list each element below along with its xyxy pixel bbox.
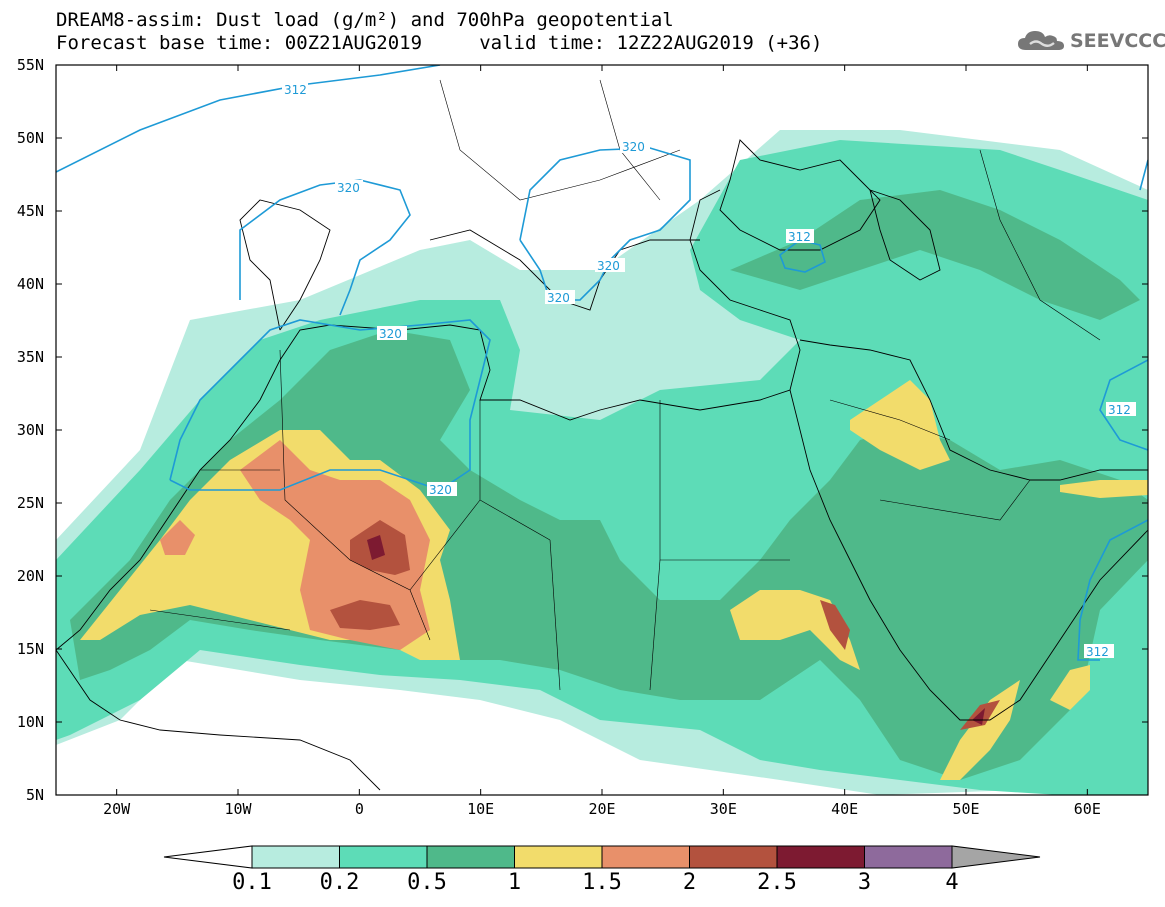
colorbar-box	[601, 845, 690, 869]
contour-label: 312	[284, 83, 307, 97]
colorbar-box	[864, 845, 953, 869]
latitude-tick-label: 35N	[16, 348, 44, 366]
contour-label: 320	[337, 181, 360, 195]
colorbar-box	[514, 845, 603, 869]
contour-label: 312	[1086, 645, 1109, 659]
longitude-tick-label: 10W	[224, 800, 252, 818]
longitude-tick-label: 20W	[103, 800, 131, 818]
colorbar-label: 2.5	[757, 870, 797, 895]
contour-label-boxes	[282, 82, 1136, 658]
colorbar-label: 0.1	[232, 870, 272, 895]
colorbar-box	[689, 845, 778, 869]
longitude-tick-label: 30E	[709, 800, 737, 818]
colorbar-label: 1	[507, 870, 522, 895]
latitude-tick-label: 50N	[16, 129, 44, 147]
longitude-tick-label: 20E	[588, 800, 616, 818]
dust-layer-1-arabiansea	[1050, 665, 1090, 710]
colorbar-box	[776, 845, 865, 869]
dust-field	[56, 130, 1148, 795]
latitude-tick-label: 55N	[16, 56, 44, 74]
forecast-times: Forecast base time: 00Z21AUG2019 valid t…	[56, 32, 823, 54]
latitude-tick-label: 25N	[16, 494, 44, 512]
latitude-tick-label: 5N	[25, 786, 44, 804]
dust-layer-05-north	[730, 190, 1140, 320]
chart-title: DREAM8-assim: Dust load (g/m²) and 700hP…	[56, 9, 674, 31]
dust-layer-1-yemen	[940, 680, 1020, 780]
seevccc-logo: SEEVCCC	[1016, 27, 1165, 55]
contour-label: 320	[547, 291, 570, 305]
contour-labels: 312 320 320 320 320 320 312 312 312 320	[284, 83, 1131, 659]
dust-layer-15	[240, 440, 430, 650]
logo-text: SEEVCCC	[1070, 30, 1165, 52]
colorbar-max-arrow	[951, 845, 1041, 869]
dust-layer-2-b	[330, 600, 400, 630]
coastlines	[56, 139, 1148, 791]
colorbar-box	[251, 845, 340, 869]
colorbar-label: 0.2	[319, 870, 360, 895]
contour-label: 312	[788, 230, 811, 244]
contour-label: 312	[1108, 403, 1131, 417]
colorbar-label: 3	[857, 870, 872, 895]
longitude-tick-label: 10E	[467, 800, 495, 818]
colorbar-box	[339, 845, 428, 869]
dust-layer-2-redsea	[820, 600, 850, 650]
dust-layer-15-west	[160, 520, 195, 555]
axis-ticks	[56, 64, 1148, 796]
colorbar-box	[426, 845, 515, 869]
latitude-tick-label: 20N	[16, 567, 44, 585]
dust-layer-1-iraq	[850, 380, 950, 470]
dust-layer-25-yemen	[972, 708, 985, 725]
cloud-icon	[1018, 31, 1064, 50]
colorbar-label: 2	[682, 870, 697, 895]
contour-label: 320	[379, 327, 402, 341]
longitude-tick-label: 50E	[952, 800, 980, 818]
latitude-tick-label: 10N	[16, 713, 44, 731]
country-borders	[149, 79, 1101, 691]
latitude-tick-label: 30N	[16, 421, 44, 439]
longitude-tick-label: 60E	[1073, 800, 1101, 818]
dust-layer-25	[367, 535, 385, 560]
contour-label: 320	[429, 483, 452, 497]
longitude-tick-label: 40E	[831, 800, 859, 818]
latitude-tick-label: 15N	[16, 640, 44, 658]
contour-label: 320	[622, 140, 645, 154]
latitude-tick-label: 45N	[16, 202, 44, 220]
latitude-tick-label: 40N	[16, 275, 44, 293]
colorbar-min-arrow	[163, 845, 253, 869]
colorbar-label: 1.5	[582, 870, 622, 895]
colorbar	[163, 845, 1041, 869]
contour-label: 320	[597, 259, 620, 273]
longitude-tick-label: 0	[354, 800, 364, 818]
dust-layer-1-gulf	[1060, 480, 1148, 498]
colorbar-label: 4	[945, 870, 959, 895]
colorbar-label: 0.5	[407, 870, 447, 895]
geopotential-contours	[56, 65, 1148, 661]
